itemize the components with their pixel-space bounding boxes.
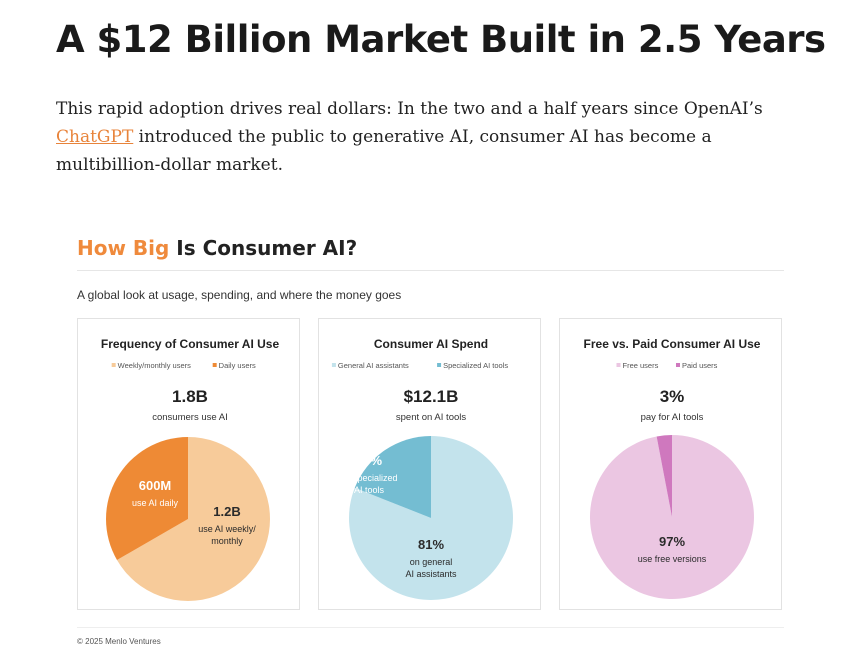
slice-label-caption: AI assistants xyxy=(405,569,457,579)
slice-label-value: 97% xyxy=(659,534,685,549)
headline-caption: pay for AI tools xyxy=(641,412,704,423)
pie-slice xyxy=(106,437,188,560)
title-divider xyxy=(77,270,784,271)
slice-label-value: 19% xyxy=(356,453,382,468)
chart-panel-frequency: Frequency of Consumer AI Use Weekly/month… xyxy=(77,318,300,610)
article-intro: This rapid adoption drives real dollars:… xyxy=(56,95,816,179)
legend-label: Free users xyxy=(623,361,659,370)
chart-title: Frequency of Consumer AI Use xyxy=(101,337,280,351)
pie-slice xyxy=(656,435,672,517)
infographic-title: How Big Is Consumer AI? xyxy=(77,236,357,260)
legend-swatch xyxy=(212,363,217,367)
slice-label-caption: on specialized xyxy=(340,473,397,483)
infographic-subtitle: A global look at usage, spending, and wh… xyxy=(77,288,402,302)
chart-frequency-svg: Frequency of Consumer AI Use Weekly/month… xyxy=(101,337,280,601)
legend-label: Specialized AI tools xyxy=(443,361,508,370)
headline-value: 1.8B xyxy=(172,387,208,406)
pie-slice xyxy=(349,436,514,600)
legend-swatch xyxy=(437,363,442,367)
slice-label-caption: use AI weekly/ xyxy=(198,524,256,534)
legend-swatch xyxy=(616,363,621,367)
chart-title: Consumer AI Spend xyxy=(374,337,488,351)
chart-spend-svg: Consumer AI Spend General AI assistants Sp… xyxy=(331,337,514,600)
legend-label: Paid users xyxy=(682,361,718,370)
credit-line: © 2025 Menlo Ventures xyxy=(77,637,161,646)
slice-label-value: 600M xyxy=(139,478,172,493)
slice-label-caption: use AI daily xyxy=(132,498,179,508)
headline-value: $12.1B xyxy=(404,387,459,406)
legend-swatch xyxy=(111,363,116,367)
footer-divider xyxy=(77,627,784,628)
infographic: How Big Is Consumer AI? A global look at… xyxy=(77,226,784,656)
infographic-title-rest: Is Consumer AI? xyxy=(169,236,358,260)
chart-panel-free-paid: Free vs. Paid Consumer AI Use Free users P… xyxy=(559,318,782,610)
article-headline: A $12 Billion Market Built in 2.5 Years xyxy=(56,18,826,61)
slice-label-value: 81% xyxy=(418,537,444,552)
chart-free-paid-svg: Free vs. Paid Consumer AI Use Free users P… xyxy=(584,337,761,599)
headline-value: 3% xyxy=(660,387,685,406)
headline-caption: spent on AI tools xyxy=(396,412,466,423)
headline-caption: consumers use AI xyxy=(152,412,228,423)
pie-slice xyxy=(589,435,754,599)
legend-swatch xyxy=(676,363,680,367)
chart-title: Free vs. Paid Consumer AI Use xyxy=(584,337,761,351)
pie-slice xyxy=(354,436,431,518)
chatgpt-link[interactable]: ChatGPT xyxy=(56,127,134,147)
pie-slice xyxy=(116,437,271,601)
chart-panel-spend: Consumer AI Spend General AI assistants Sp… xyxy=(318,318,541,610)
slice-label-caption: monthly xyxy=(211,536,243,546)
intro-text-after: introduced the public to generative AI, … xyxy=(56,127,712,175)
intro-text-before: This rapid adoption drives real dollars:… xyxy=(56,99,763,119)
legend-label: Weekly/monthly users xyxy=(118,361,191,370)
legend-label: Daily users xyxy=(219,361,256,370)
slice-label-caption: on general xyxy=(410,557,453,567)
slice-label-value: 1.2B xyxy=(213,504,240,519)
slice-label-caption: use free versions xyxy=(638,554,707,564)
legend-label: General AI assistants xyxy=(338,361,409,370)
legend-swatch xyxy=(331,363,336,367)
slice-label-caption: AI tools xyxy=(354,485,385,495)
infographic-title-accent: How Big xyxy=(77,236,170,260)
